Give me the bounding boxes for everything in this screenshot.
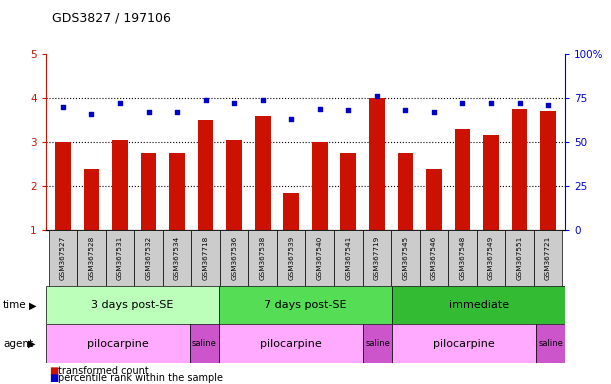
Text: GSM367551: GSM367551 bbox=[516, 236, 522, 280]
Bar bbox=[284, 193, 299, 230]
Text: agent: agent bbox=[3, 339, 33, 349]
Text: time: time bbox=[3, 300, 27, 310]
Bar bbox=[426, 169, 442, 230]
Text: immediate: immediate bbox=[448, 300, 509, 310]
Bar bbox=[163, 230, 191, 286]
Text: GSM367545: GSM367545 bbox=[403, 236, 408, 280]
Text: GDS3827 / 197106: GDS3827 / 197106 bbox=[52, 12, 171, 25]
Bar bbox=[363, 324, 392, 363]
Point bbox=[514, 100, 524, 106]
Point bbox=[287, 116, 296, 122]
Point bbox=[144, 109, 153, 115]
Text: saline: saline bbox=[192, 339, 217, 348]
Point bbox=[115, 100, 125, 106]
Bar bbox=[540, 111, 556, 230]
Point bbox=[201, 97, 211, 103]
Point bbox=[458, 100, 467, 106]
Bar bbox=[369, 98, 385, 230]
Text: GSM367532: GSM367532 bbox=[145, 236, 152, 280]
Bar bbox=[505, 230, 534, 286]
Bar bbox=[219, 324, 363, 363]
Bar bbox=[306, 230, 334, 286]
Bar bbox=[134, 230, 163, 286]
Bar bbox=[334, 230, 362, 286]
Bar bbox=[46, 286, 219, 324]
Text: GSM367718: GSM367718 bbox=[203, 236, 208, 280]
Bar bbox=[49, 230, 77, 286]
Text: GSM367538: GSM367538 bbox=[260, 236, 266, 280]
Point bbox=[315, 106, 324, 112]
Bar bbox=[392, 286, 565, 324]
Text: GSM367546: GSM367546 bbox=[431, 236, 437, 280]
Text: GSM367527: GSM367527 bbox=[60, 236, 66, 280]
Bar bbox=[534, 230, 562, 286]
Text: GSM367528: GSM367528 bbox=[89, 236, 95, 280]
Text: pilocarpine: pilocarpine bbox=[260, 339, 322, 349]
Text: percentile rank within the sample: percentile rank within the sample bbox=[58, 373, 223, 383]
Text: 3 days post-SE: 3 days post-SE bbox=[91, 300, 174, 310]
Text: transformed count: transformed count bbox=[58, 366, 149, 376]
Text: GSM367719: GSM367719 bbox=[374, 236, 380, 280]
Bar bbox=[112, 140, 128, 230]
Text: ▶: ▶ bbox=[29, 300, 37, 310]
Point bbox=[58, 104, 68, 110]
Bar bbox=[420, 230, 448, 286]
Text: GSM367549: GSM367549 bbox=[488, 236, 494, 280]
Text: GSM367541: GSM367541 bbox=[345, 236, 351, 280]
Bar bbox=[190, 324, 219, 363]
Bar bbox=[46, 324, 190, 363]
Bar bbox=[477, 230, 505, 286]
Point bbox=[343, 107, 353, 113]
Text: ▶: ▶ bbox=[28, 339, 35, 349]
Point bbox=[400, 107, 410, 113]
Point bbox=[429, 109, 439, 115]
Text: GSM367540: GSM367540 bbox=[316, 236, 323, 280]
Bar bbox=[219, 286, 392, 324]
Text: 7 days post-SE: 7 days post-SE bbox=[264, 300, 347, 310]
Point bbox=[172, 109, 182, 115]
Point bbox=[543, 102, 553, 108]
Bar bbox=[536, 324, 565, 363]
Text: GSM367539: GSM367539 bbox=[288, 236, 295, 280]
Text: GSM367721: GSM367721 bbox=[545, 236, 551, 280]
Bar bbox=[106, 230, 134, 286]
Bar bbox=[398, 153, 413, 230]
Bar bbox=[511, 109, 527, 230]
Bar bbox=[169, 153, 185, 230]
Point bbox=[486, 100, 496, 106]
Bar bbox=[220, 230, 249, 286]
Text: ■: ■ bbox=[49, 373, 58, 383]
Bar bbox=[226, 140, 242, 230]
Bar bbox=[141, 153, 156, 230]
Point bbox=[229, 100, 239, 106]
Bar bbox=[392, 324, 536, 363]
Bar bbox=[448, 230, 477, 286]
Bar bbox=[55, 142, 71, 230]
Text: GSM367531: GSM367531 bbox=[117, 236, 123, 280]
Point bbox=[258, 97, 268, 103]
Text: GSM367534: GSM367534 bbox=[174, 236, 180, 280]
Text: pilocarpine: pilocarpine bbox=[433, 339, 495, 349]
Bar bbox=[391, 230, 420, 286]
Bar bbox=[455, 129, 470, 230]
Bar bbox=[198, 120, 213, 230]
Bar bbox=[277, 230, 306, 286]
Text: pilocarpine: pilocarpine bbox=[87, 339, 149, 349]
Point bbox=[372, 93, 382, 99]
Text: ■: ■ bbox=[49, 366, 58, 376]
Bar bbox=[77, 230, 106, 286]
Bar bbox=[312, 142, 327, 230]
Bar bbox=[84, 169, 100, 230]
Text: GSM367548: GSM367548 bbox=[459, 236, 466, 280]
Text: GSM367536: GSM367536 bbox=[231, 236, 237, 280]
Bar bbox=[191, 230, 220, 286]
Bar bbox=[255, 116, 271, 230]
Bar bbox=[340, 153, 356, 230]
Bar bbox=[362, 230, 391, 286]
Bar bbox=[483, 136, 499, 230]
Bar bbox=[249, 230, 277, 286]
Text: saline: saline bbox=[538, 339, 563, 348]
Point bbox=[87, 111, 97, 117]
Text: saline: saline bbox=[365, 339, 390, 348]
